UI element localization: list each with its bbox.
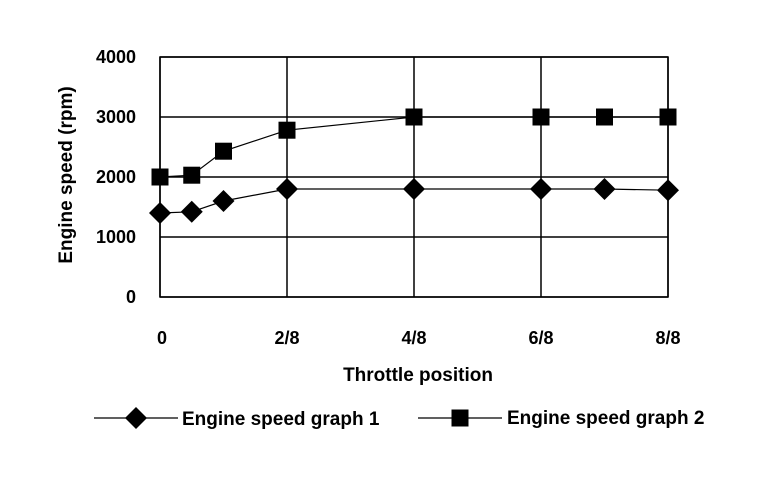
y-axis-tick-labels: 0 1000 2000 3000 4000 — [96, 47, 136, 307]
legend: Engine speed graph 1 Engine speed graph … — [94, 407, 704, 430]
y-tick-label: 0 — [126, 287, 136, 307]
legend-square — [451, 409, 469, 427]
data-point-diamond — [593, 178, 616, 200]
data-point-diamond — [149, 202, 171, 224]
x-tick-label: 6/8 — [528, 328, 553, 348]
series-2 — [151, 108, 677, 186]
x-tick-label: 8/8 — [655, 328, 680, 348]
data-point-square — [532, 108, 550, 126]
data-point-diamond — [180, 200, 203, 223]
data-point-square — [596, 108, 613, 126]
data-point-square — [151, 168, 169, 186]
series-group — [149, 108, 679, 224]
grid-lines — [159, 56, 669, 298]
y-tick-label: 2000 — [96, 167, 136, 187]
data-point-diamond — [403, 178, 425, 200]
data-point-diamond — [530, 178, 552, 200]
data-point-square — [405, 108, 423, 126]
data-point-square — [659, 108, 677, 126]
y-tick-label: 4000 — [96, 47, 136, 67]
x-tick-label: 4/8 — [401, 328, 426, 348]
x-axis-title: Throttle position — [343, 365, 493, 386]
y-tick-label: 1000 — [96, 227, 136, 247]
data-point-square — [278, 121, 296, 139]
legend-label-series-1: Engine speed graph 1 — [182, 409, 380, 430]
x-axis-tick-labels: 0 2/8 4/8 6/8 8/8 — [157, 328, 681, 348]
series-1 — [149, 178, 679, 224]
legend-marker-diamond — [125, 407, 147, 429]
legend-diamond — [125, 407, 147, 429]
data-point-diamond — [276, 178, 298, 200]
legend-label-series-2: Engine speed graph 2 — [507, 408, 704, 429]
data-point-square — [183, 166, 201, 184]
data-point-diamond — [212, 190, 235, 212]
x-tick-label: 0 — [157, 328, 167, 348]
y-axis-title: Engine speed (rpm) — [56, 86, 77, 263]
legend-marker-square — [451, 409, 469, 427]
data-point-diamond — [657, 179, 679, 202]
data-point-square — [215, 142, 232, 160]
x-tick-label: 2/8 — [274, 328, 299, 348]
y-tick-label: 3000 — [96, 107, 136, 127]
